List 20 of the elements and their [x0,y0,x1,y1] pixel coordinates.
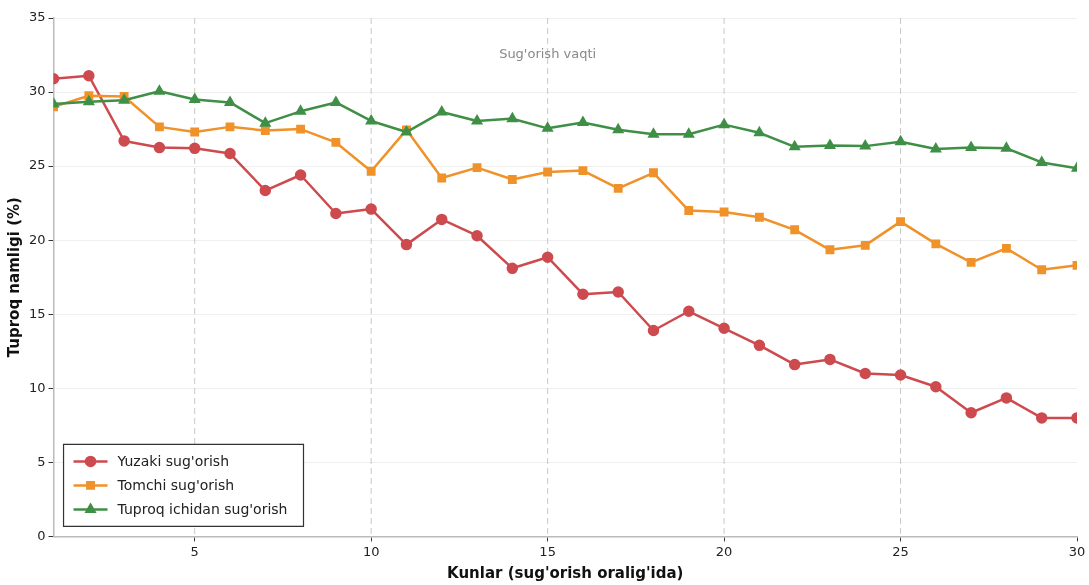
y-tick-label: 30 [29,83,46,99]
y-tick-label: 15 [29,305,46,321]
legend-label: Tuproq ichidan sug'orish [116,501,288,518]
y-tick-label: 25 [29,157,46,173]
legend-label: Tomchi sug'orish [116,477,235,494]
x-tick-label: 5 [190,543,199,559]
y-tick-label: 10 [29,379,46,395]
x-tick-label: 25 [892,543,909,559]
x-tick-label: 20 [715,543,733,559]
x-tick-label: 15 [539,543,556,559]
y-tick-label: 5 [37,453,46,469]
y-tick-label: 0 [37,527,46,543]
x-tick-label: 30 [1068,543,1086,559]
y-axis-title: Tuproq namligi (%) [4,197,23,358]
legend-label: Yuzaki sug'orish [116,453,230,470]
y-tick-label: 20 [29,231,46,247]
y-tick-label: 35 [29,9,46,25]
annotation: Sug'orish vaqti [499,46,597,62]
x-tick-label: 10 [362,543,380,559]
x-axis-title: Kunlar (sug'orish oralig'ida) [447,563,684,582]
